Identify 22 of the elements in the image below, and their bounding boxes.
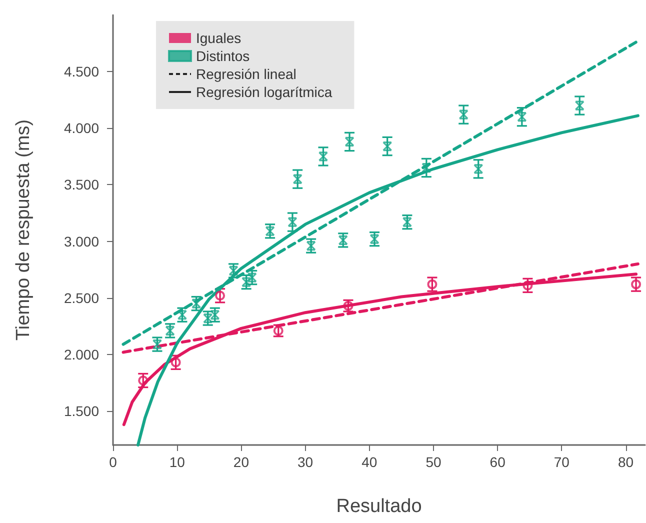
x-tick-label: 80	[618, 454, 634, 470]
x-tick-label: 40	[362, 454, 378, 470]
annotation: Regresión lineal	[196, 66, 296, 82]
legend-label: Iguales	[196, 30, 242, 46]
x-tick-label: 20	[233, 454, 250, 470]
y-tick-label: 3.000	[64, 233, 100, 250]
y-axis-title: Tiempo de respuesta (ms)	[13, 119, 34, 341]
x-tick-label: 10	[169, 454, 186, 470]
x-axis-title: Resultado	[336, 496, 422, 517]
y-tick-label: 4.000	[64, 120, 100, 136]
x-tick-label: 60	[490, 454, 506, 470]
y-tick-label: 2.000	[64, 346, 100, 362]
legend-label: Distintos	[196, 48, 250, 64]
x-tick-label: 30	[298, 454, 314, 470]
x-tick-label: 50	[426, 454, 442, 470]
y-tick-label: 3.500	[64, 176, 100, 193]
x-tick-label: 70	[554, 454, 570, 470]
annotation: Regresión logarítmica	[196, 84, 332, 100]
y-tick-label: 2.500	[64, 290, 100, 306]
x-tick-label: 0	[109, 454, 118, 470]
y-tick-label: 4.500	[64, 64, 100, 80]
y-tick-label: 1.500	[64, 403, 100, 420]
